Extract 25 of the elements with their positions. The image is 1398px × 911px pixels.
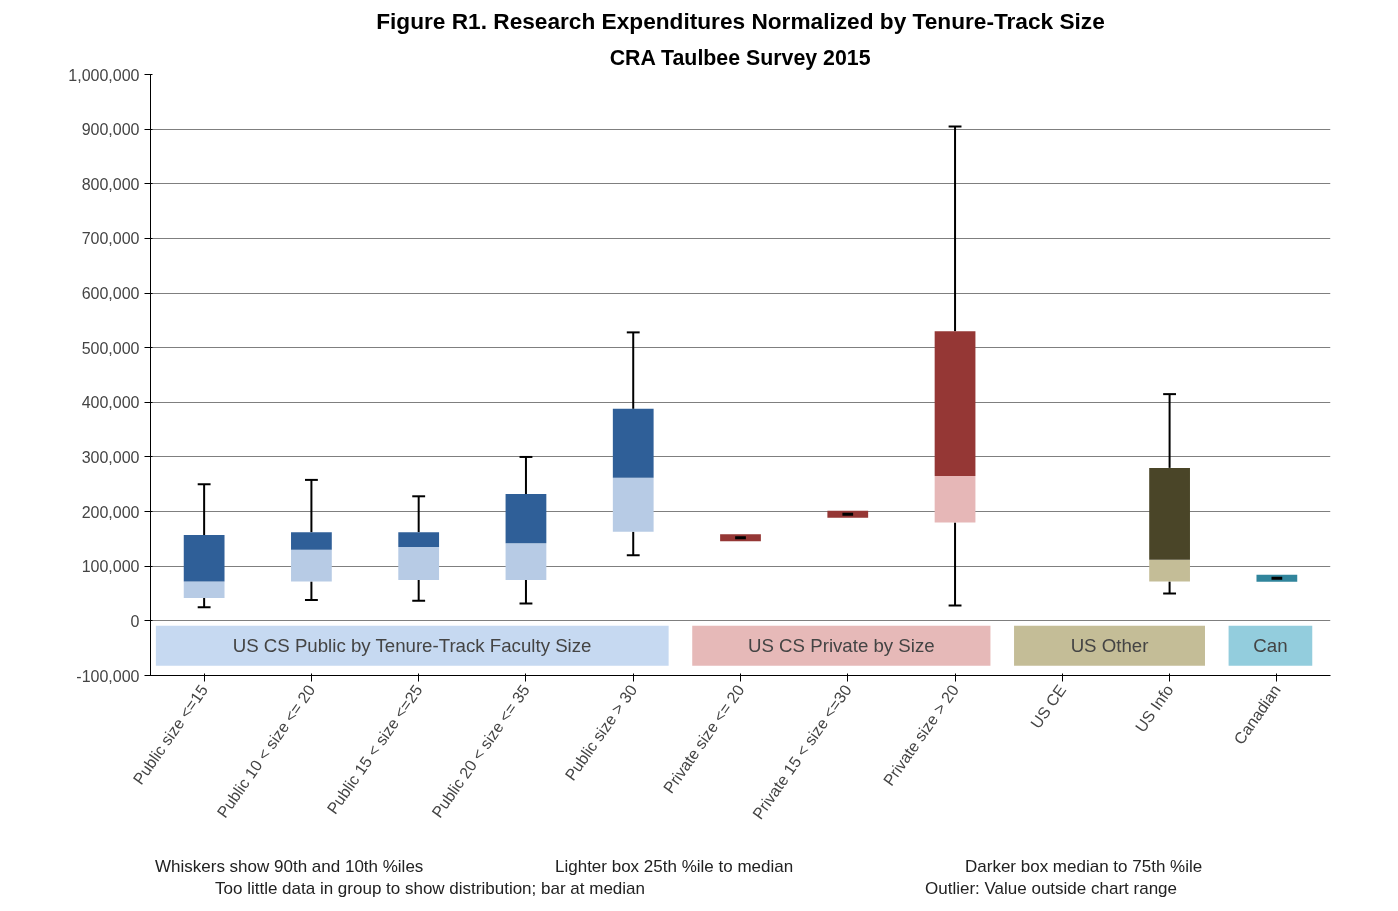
band-label: US CS Private by Size bbox=[748, 635, 935, 657]
chart-subtitle: CRA Taulbee Survey 2015 bbox=[609, 45, 871, 70]
y-tick-label: 900,000 bbox=[81, 121, 140, 139]
y-tick-label: 100,000 bbox=[81, 558, 140, 576]
y-tick-label: 700,000 bbox=[81, 230, 140, 248]
band-label: US Other bbox=[1070, 635, 1149, 657]
y-tick-label: 200,000 bbox=[81, 503, 140, 521]
text: Darker box median to 75th %ile bbox=[965, 856, 1203, 878]
text: Whiskers show 90th and 10th %iles bbox=[155, 856, 424, 878]
y-tick-label: 0 bbox=[130, 612, 140, 630]
x-tick-label: US CE bbox=[1027, 681, 1070, 732]
y-tick-label: 800,000 bbox=[81, 175, 140, 193]
text: Lighter box 25th %ile to median bbox=[555, 856, 794, 878]
y-tick-label: 1,000,000 bbox=[68, 66, 140, 84]
chart-title: Figure R1. Research Expenditures Normalized by Tenure-Track Size bbox=[376, 7, 1105, 34]
y-tick-label: 500,000 bbox=[81, 339, 140, 357]
y-tick-label: -100,000 bbox=[76, 667, 140, 685]
y-tick-label: 600,000 bbox=[81, 285, 140, 303]
y-tick-label: 400,000 bbox=[81, 394, 140, 412]
band-label: Can bbox=[1253, 635, 1288, 657]
x-tick-label: US Info bbox=[1132, 681, 1177, 736]
text: Too little data in group to show distribution; bar at median bbox=[215, 878, 645, 900]
y-tick-label: 300,000 bbox=[81, 448, 140, 466]
text: Outlier: Value outside chart range bbox=[925, 878, 1177, 900]
band-label: US CS Public by Tenure-Track Faculty Size bbox=[232, 635, 592, 657]
